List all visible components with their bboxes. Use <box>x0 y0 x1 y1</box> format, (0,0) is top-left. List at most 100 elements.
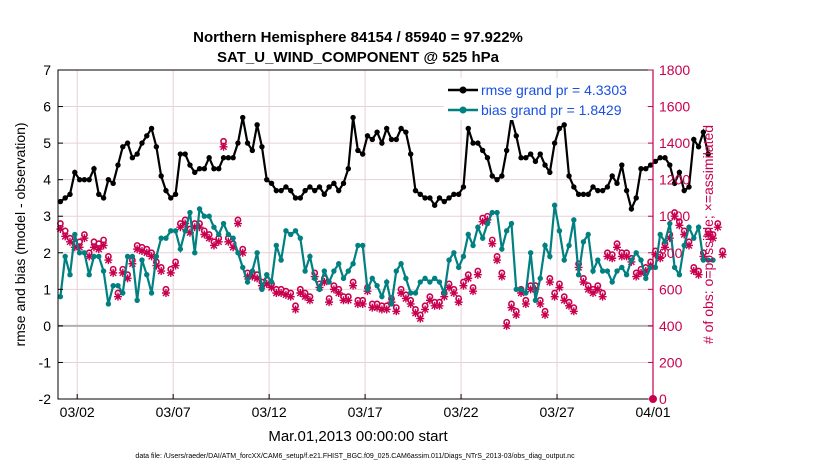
series-point-bias <box>580 239 587 245</box>
obs-assimilated-marker <box>248 272 257 281</box>
obs-assimilated-marker <box>262 279 271 288</box>
series-point-bias <box>139 257 145 263</box>
series-layer <box>57 114 716 307</box>
obs-assimilated-marker <box>113 292 122 301</box>
obs-assimilated-marker <box>613 243 622 252</box>
obs-assimilated-marker <box>704 230 713 239</box>
series-point-bias <box>292 228 299 234</box>
series-point-rmse <box>216 166 222 172</box>
x-tick-label: 03/17 <box>348 404 383 420</box>
series-point-bias <box>388 301 395 307</box>
series-point-bias <box>441 290 447 296</box>
series-point-bias <box>244 279 251 285</box>
series-point-rmse <box>393 136 399 143</box>
series-point-rmse <box>551 140 558 146</box>
obs-assimilated-marker <box>219 142 228 151</box>
y-tick-label: 6 <box>43 99 51 115</box>
series-point-bias <box>571 217 577 223</box>
series-point-bias <box>374 282 380 289</box>
series-point-rmse <box>307 184 313 190</box>
series-point-rmse <box>100 195 107 201</box>
series-point-bias <box>76 250 83 256</box>
obs-assimilated-marker <box>469 287 478 296</box>
series-point-bias <box>623 272 630 278</box>
obs-assimilated-marker <box>449 288 458 297</box>
obs-assimilated-marker <box>401 294 410 303</box>
series-point-rmse <box>647 162 654 168</box>
series-point-rmse <box>407 151 414 157</box>
obs-assimilated-marker <box>493 256 502 265</box>
series-point-bias <box>321 268 328 274</box>
obs-assimilated-marker <box>339 296 348 305</box>
series-point-rmse <box>288 187 294 194</box>
obs-assimilated-marker <box>161 288 170 297</box>
series-point-bias <box>115 282 121 289</box>
series-point-rmse <box>148 125 155 132</box>
series-point-bias <box>216 231 222 238</box>
series-point-rmse <box>259 144 265 150</box>
series-point-rmse <box>283 184 289 190</box>
series-point-bias <box>643 275 649 282</box>
obs-assimilated-marker <box>541 310 550 319</box>
obs-assimilated-marker <box>421 305 430 314</box>
obs-assimilated-marker <box>689 267 698 276</box>
series-point-bias <box>249 268 256 274</box>
series-point-rmse <box>383 125 390 132</box>
series-point-bias <box>523 290 529 296</box>
series-point-rmse <box>599 187 606 194</box>
obs-assimilated-marker <box>190 223 199 232</box>
y-tick-label: -2 <box>39 391 52 407</box>
obs-assimilated-marker <box>75 243 84 252</box>
obs-assimilated-marker <box>555 283 564 292</box>
series-point-bias <box>436 279 443 285</box>
footnote: data file: /Users/raeder/DAI/ATM_forcXX/… <box>135 453 575 460</box>
series-point-rmse <box>235 140 241 146</box>
series-point-rmse <box>206 155 212 161</box>
obs-assimilated-marker <box>521 299 530 308</box>
series-point-rmse <box>667 162 673 168</box>
series-point-bias <box>67 272 73 278</box>
series-point-rmse <box>369 136 375 143</box>
series-point-bias <box>628 257 635 263</box>
chart-title: Northern Hemisphere 84154 / 85940 = 97.9… <box>193 29 523 46</box>
series-point-rmse <box>590 184 596 190</box>
obs-assimilated-marker <box>80 234 89 243</box>
series-point-rmse <box>254 122 260 128</box>
series-point-rmse <box>556 125 563 132</box>
obs-assimilated-marker <box>589 288 598 297</box>
series-point-bias <box>585 231 591 238</box>
series-point-rmse <box>671 180 678 187</box>
series-point-rmse <box>422 195 428 201</box>
series-point-rmse <box>86 176 92 183</box>
obs-assimilated-marker <box>445 283 454 292</box>
series-point-rmse <box>153 144 160 150</box>
obs-assimilated-marker <box>61 232 70 241</box>
series-point-bias <box>57 293 64 300</box>
series-point-rmse <box>120 144 126 150</box>
series-point-bias <box>148 290 155 296</box>
series-point-bias <box>455 264 462 271</box>
series-point-rmse <box>187 162 193 168</box>
series-point-rmse <box>532 158 539 165</box>
y-right-tick-label: 0 <box>659 391 667 407</box>
series-point-bias <box>604 268 611 274</box>
series-point-rmse <box>475 140 481 146</box>
series-point-rmse <box>614 180 620 187</box>
series-point-rmse <box>364 133 371 139</box>
obs-assimilated-marker <box>713 223 722 232</box>
series-point-bias <box>355 242 361 249</box>
obs-assimilated-marker <box>665 234 674 243</box>
x-tick-label: 04/01 <box>635 404 670 420</box>
series-point-bias <box>513 286 519 293</box>
series-point-bias <box>638 257 644 263</box>
series-point-rmse <box>158 173 164 179</box>
series-point-bias <box>705 257 711 263</box>
x-tick-label: 03/02 <box>60 404 95 420</box>
series-point-rmse <box>542 162 548 168</box>
obs-assimilated-marker <box>425 296 434 305</box>
series-point-rmse <box>292 195 299 201</box>
legend-entry-bias: bias grand pr = 1.8429 <box>481 102 622 118</box>
series-point-bias <box>561 257 567 263</box>
series-point-rmse <box>431 202 438 208</box>
